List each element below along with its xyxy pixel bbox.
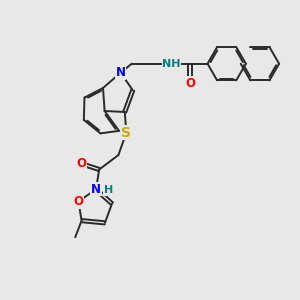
Text: O: O	[74, 195, 83, 208]
Text: N: N	[116, 66, 126, 79]
Text: NH: NH	[162, 59, 181, 69]
Text: N: N	[91, 183, 101, 196]
Text: H: H	[103, 185, 113, 195]
Text: S: S	[122, 126, 131, 140]
Text: O: O	[76, 157, 87, 170]
Text: O: O	[185, 77, 195, 90]
Text: N: N	[91, 183, 101, 196]
